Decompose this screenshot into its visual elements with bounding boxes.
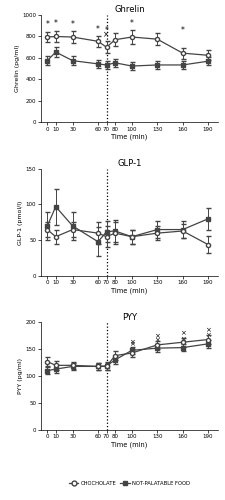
Text: *: *	[105, 26, 108, 35]
Title: Ghrelin: Ghrelin	[114, 5, 145, 14]
Text: ×: ×	[180, 336, 186, 342]
Text: *: *	[96, 25, 100, 34]
Text: ×: ×	[205, 328, 211, 334]
X-axis label: Time (min): Time (min)	[111, 441, 148, 448]
Title: GLP-1: GLP-1	[117, 159, 142, 168]
X-axis label: Time (min): Time (min)	[111, 288, 148, 294]
Text: ×: ×	[103, 30, 110, 39]
Y-axis label: GLP-1 (pmol/l): GLP-1 (pmol/l)	[18, 200, 23, 244]
Text: *: *	[45, 20, 49, 29]
Legend: CHOCHOLATE, NOT-PALATABLE FOOD: CHOCHOLATE, NOT-PALATABLE FOOD	[67, 478, 192, 488]
Text: ×: ×	[180, 330, 186, 336]
Text: *: *	[181, 26, 185, 35]
Text: ×: ×	[154, 334, 160, 340]
Text: ×: ×	[205, 332, 211, 338]
Text: ×: ×	[129, 342, 135, 347]
X-axis label: Time (min): Time (min)	[111, 134, 148, 140]
Text: *: *	[54, 19, 58, 28]
Text: ×: ×	[129, 339, 135, 345]
Text: *: *	[130, 19, 134, 28]
Text: ×: ×	[154, 337, 160, 343]
Title: PYY: PYY	[122, 312, 137, 322]
Y-axis label: Ghrelin (pg/ml): Ghrelin (pg/ml)	[15, 45, 20, 92]
Y-axis label: PYY (pg/ml): PYY (pg/ml)	[18, 358, 23, 394]
Text: *: *	[71, 20, 75, 29]
